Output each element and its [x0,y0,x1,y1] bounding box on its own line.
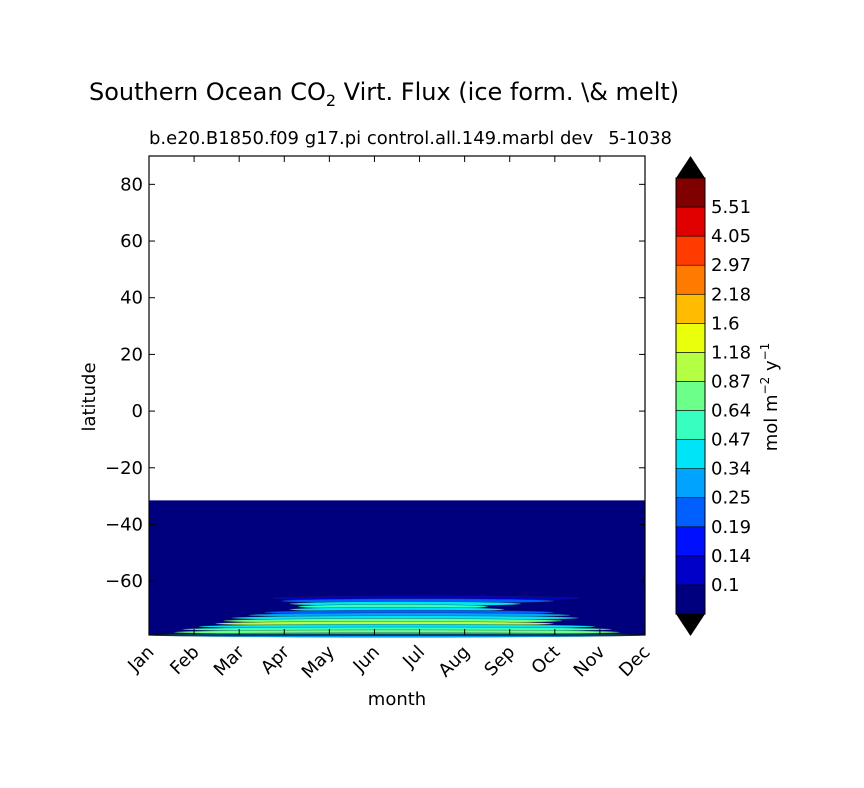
y-tick-label: −60 [105,571,143,592]
chart-title: Southern Ocean CO2 Virt. Flux (ice form.… [89,78,679,110]
colorbar-tick-label: 0.1 [711,575,740,596]
colorbar-box [675,410,706,440]
colorbar-tick-label: 5.51 [711,197,751,218]
plot-frame [148,155,646,636]
y-tick-label: −40 [105,514,143,535]
colorbar-frame [675,177,706,615]
colorbar-tick-label: 0.14 [711,546,751,567]
colorbar-box [675,264,706,295]
colorbar-box [675,323,706,353]
colorbar-box [675,526,706,557]
x-tick-label: Apr [257,641,294,678]
colorbar-tick-label: 4.05 [711,226,751,247]
x-tick-label: Mar [210,641,249,680]
colorbar-tick-label: 2.97 [711,255,751,276]
colorbar-box [675,381,706,411]
chart-subtitle-right: 5-1038 [608,128,672,149]
colorbar-box [675,206,706,237]
x-tick-label: Aug [434,642,474,682]
x-axis-label: month [368,689,426,710]
colorbar-over-arrow [676,156,705,178]
y-axis-label: latitude [79,362,100,431]
contour-fill [148,500,646,638]
x-tick-label: May [298,641,339,682]
x-tick-label: Dec [615,642,654,681]
colorbar-tick-label: 2.18 [711,284,751,305]
colorbar-boxes [675,156,706,636]
colorbar-box [675,555,706,586]
colorbar-tick-label: 0.47 [711,430,751,451]
colorbar-box [675,293,706,324]
colorbar-box [675,497,706,528]
y-axis: 80 60 40 20 0 −20 −40 −60 [105,174,645,592]
colorbar-tick-labels: 0.1 0.14 0.19 0.25 0.34 0.47 0.64 0.87 1.18 1.6 2.… [711,197,751,596]
x-tick-label: Sep [480,642,519,681]
colorbar-box [675,439,706,469]
y-tick-label: 0 [132,401,143,422]
colorbar-label: mol m−2 y−1 [758,343,782,452]
y-tick-label: −20 [105,458,143,479]
y-tick-label: 20 [120,344,143,365]
colorbar-tick-label: 1.18 [711,342,751,363]
colorbar-box [675,468,706,499]
x-tick-label: Jun [349,642,384,677]
y-tick-label: 40 [120,288,143,309]
colorbar-tick-label: 1.6 [711,313,740,334]
colorbar: 0.1 0.14 0.19 0.25 0.34 0.47 0.64 0.87 1.18 1.6 2.… [675,156,751,636]
y-tick-label: 80 [120,174,143,195]
colorbar-tick-label: 0.64 [711,401,751,422]
colorbar-tick-label: 0.25 [711,488,751,509]
colorbar-box [675,235,706,266]
x-tick-label: Jan [123,642,158,677]
chart-subtitle: b.e20.B1850.f09 g17.pi control.all.149.m… [149,128,593,149]
plot-area: Jan Feb Mar Apr May Jun Jul Aug Sep Oct Nov Dec 80 6… [105,155,655,683]
x-tick-label: Jul [398,642,429,673]
colorbar-box [675,584,706,615]
colorbar-tick-label: 0.87 [711,371,751,392]
y-tick-label: 60 [120,231,143,252]
x-tick-label: Nov [570,641,610,681]
colorbar-under-arrow [676,614,705,636]
x-tick-label: Oct [527,642,564,679]
colorbar-tick-label: 0.34 [711,459,751,480]
x-tick-label: Feb [166,642,203,679]
colorbar-box [675,177,706,208]
colorbar-box [675,352,706,382]
colorbar-tick-label: 0.19 [711,517,751,538]
